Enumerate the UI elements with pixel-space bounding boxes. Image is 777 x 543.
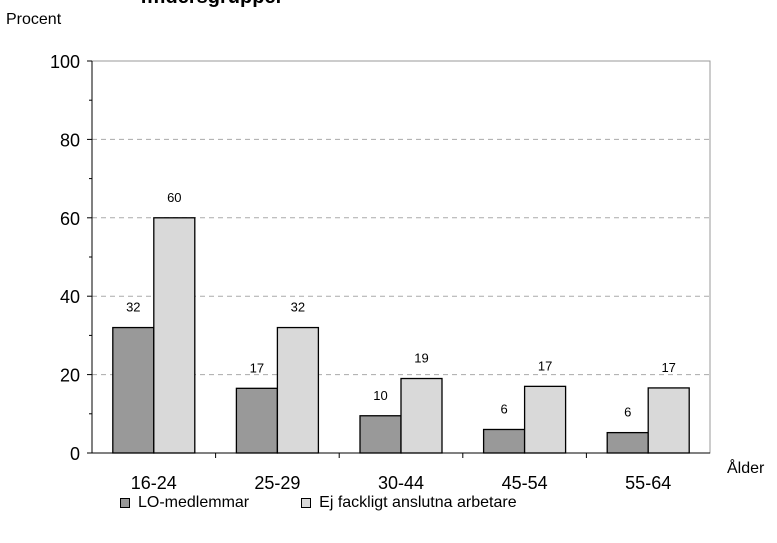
chart-title: …ldersgrupper <box>140 0 283 8</box>
x-tick-label-16-24: 16-24 <box>131 473 177 490</box>
y-tick-label-20: 20 <box>60 366 80 386</box>
data-label-30-44-ej: 19 <box>414 351 428 366</box>
legend-label-lo: LO-medlemmar <box>138 494 250 511</box>
bar-30-44-lo <box>359 415 402 454</box>
bar-chart: 32 60 17 32 10 19 6 17 6 17 0 20 40 60 80 100 16-24 25-2… <box>6 11 765 490</box>
data-label-30-44-lo: 10 <box>373 388 387 403</box>
bar-45-54-lo <box>482 428 526 454</box>
data-label-55-64-lo: 6 <box>624 405 631 420</box>
legend-item-lo: LO-medlemmar <box>120 494 249 512</box>
legend-label-ej: Ej fackligt anslutna arbetare <box>319 494 517 511</box>
legend-item-ej: Ej fackligt anslutna arbetare <box>301 494 517 512</box>
bar-55-64-ej <box>647 387 690 454</box>
bar-55-64-lo <box>606 431 649 454</box>
data-label-55-64-ej: 17 <box>661 360 675 375</box>
bar-45-54-ej <box>523 385 567 454</box>
bar-30-44-ej <box>400 377 443 454</box>
y-tick-label-0: 0 <box>70 444 80 464</box>
x-axis-label: Ålder <box>727 458 765 477</box>
chart-title-cropped: …ldersgrupper <box>0 0 777 8</box>
x-tick-label-25-29: 25-29 <box>254 473 300 490</box>
x-tick-label-45-54: 45-54 <box>502 473 548 490</box>
y-tick-label-100: 100 <box>50 52 80 72</box>
y-tick-label-40: 40 <box>60 287 80 307</box>
data-label-25-29-lo: 17 <box>250 360 264 375</box>
x-tick-label-55-64: 55-64 <box>625 473 671 490</box>
data-label-16-24-lo: 32 <box>126 300 140 315</box>
y-axis-label: Procent <box>6 11 62 28</box>
y-tick-label-60: 60 <box>60 209 80 229</box>
bar-25-29-ej <box>276 326 320 454</box>
data-label-45-54-ej: 17 <box>538 358 552 373</box>
legend: LO-medlemmar Ej fackligt anslutna arbeta… <box>120 492 569 514</box>
bars <box>112 217 690 454</box>
data-label-45-54-lo: 6 <box>500 401 507 416</box>
bar-16-24-lo <box>112 326 155 454</box>
bar-25-29-lo <box>235 387 279 454</box>
y-tick-label-80: 80 <box>60 130 80 150</box>
bar-16-24-ej <box>153 217 196 454</box>
data-label-25-29-ej: 32 <box>291 300 305 315</box>
data-labels: 32 60 17 32 10 19 6 17 6 17 <box>126 190 676 420</box>
x-tick-label-30-44: 30-44 <box>378 473 424 490</box>
legend-swatch-lo <box>120 498 130 508</box>
data-label-16-24-ej: 60 <box>167 190 181 205</box>
axes: 0 20 40 60 80 100 16-24 25-29 30-44 45-54 55-64 <box>50 52 711 490</box>
legend-swatch-ej <box>301 498 312 508</box>
